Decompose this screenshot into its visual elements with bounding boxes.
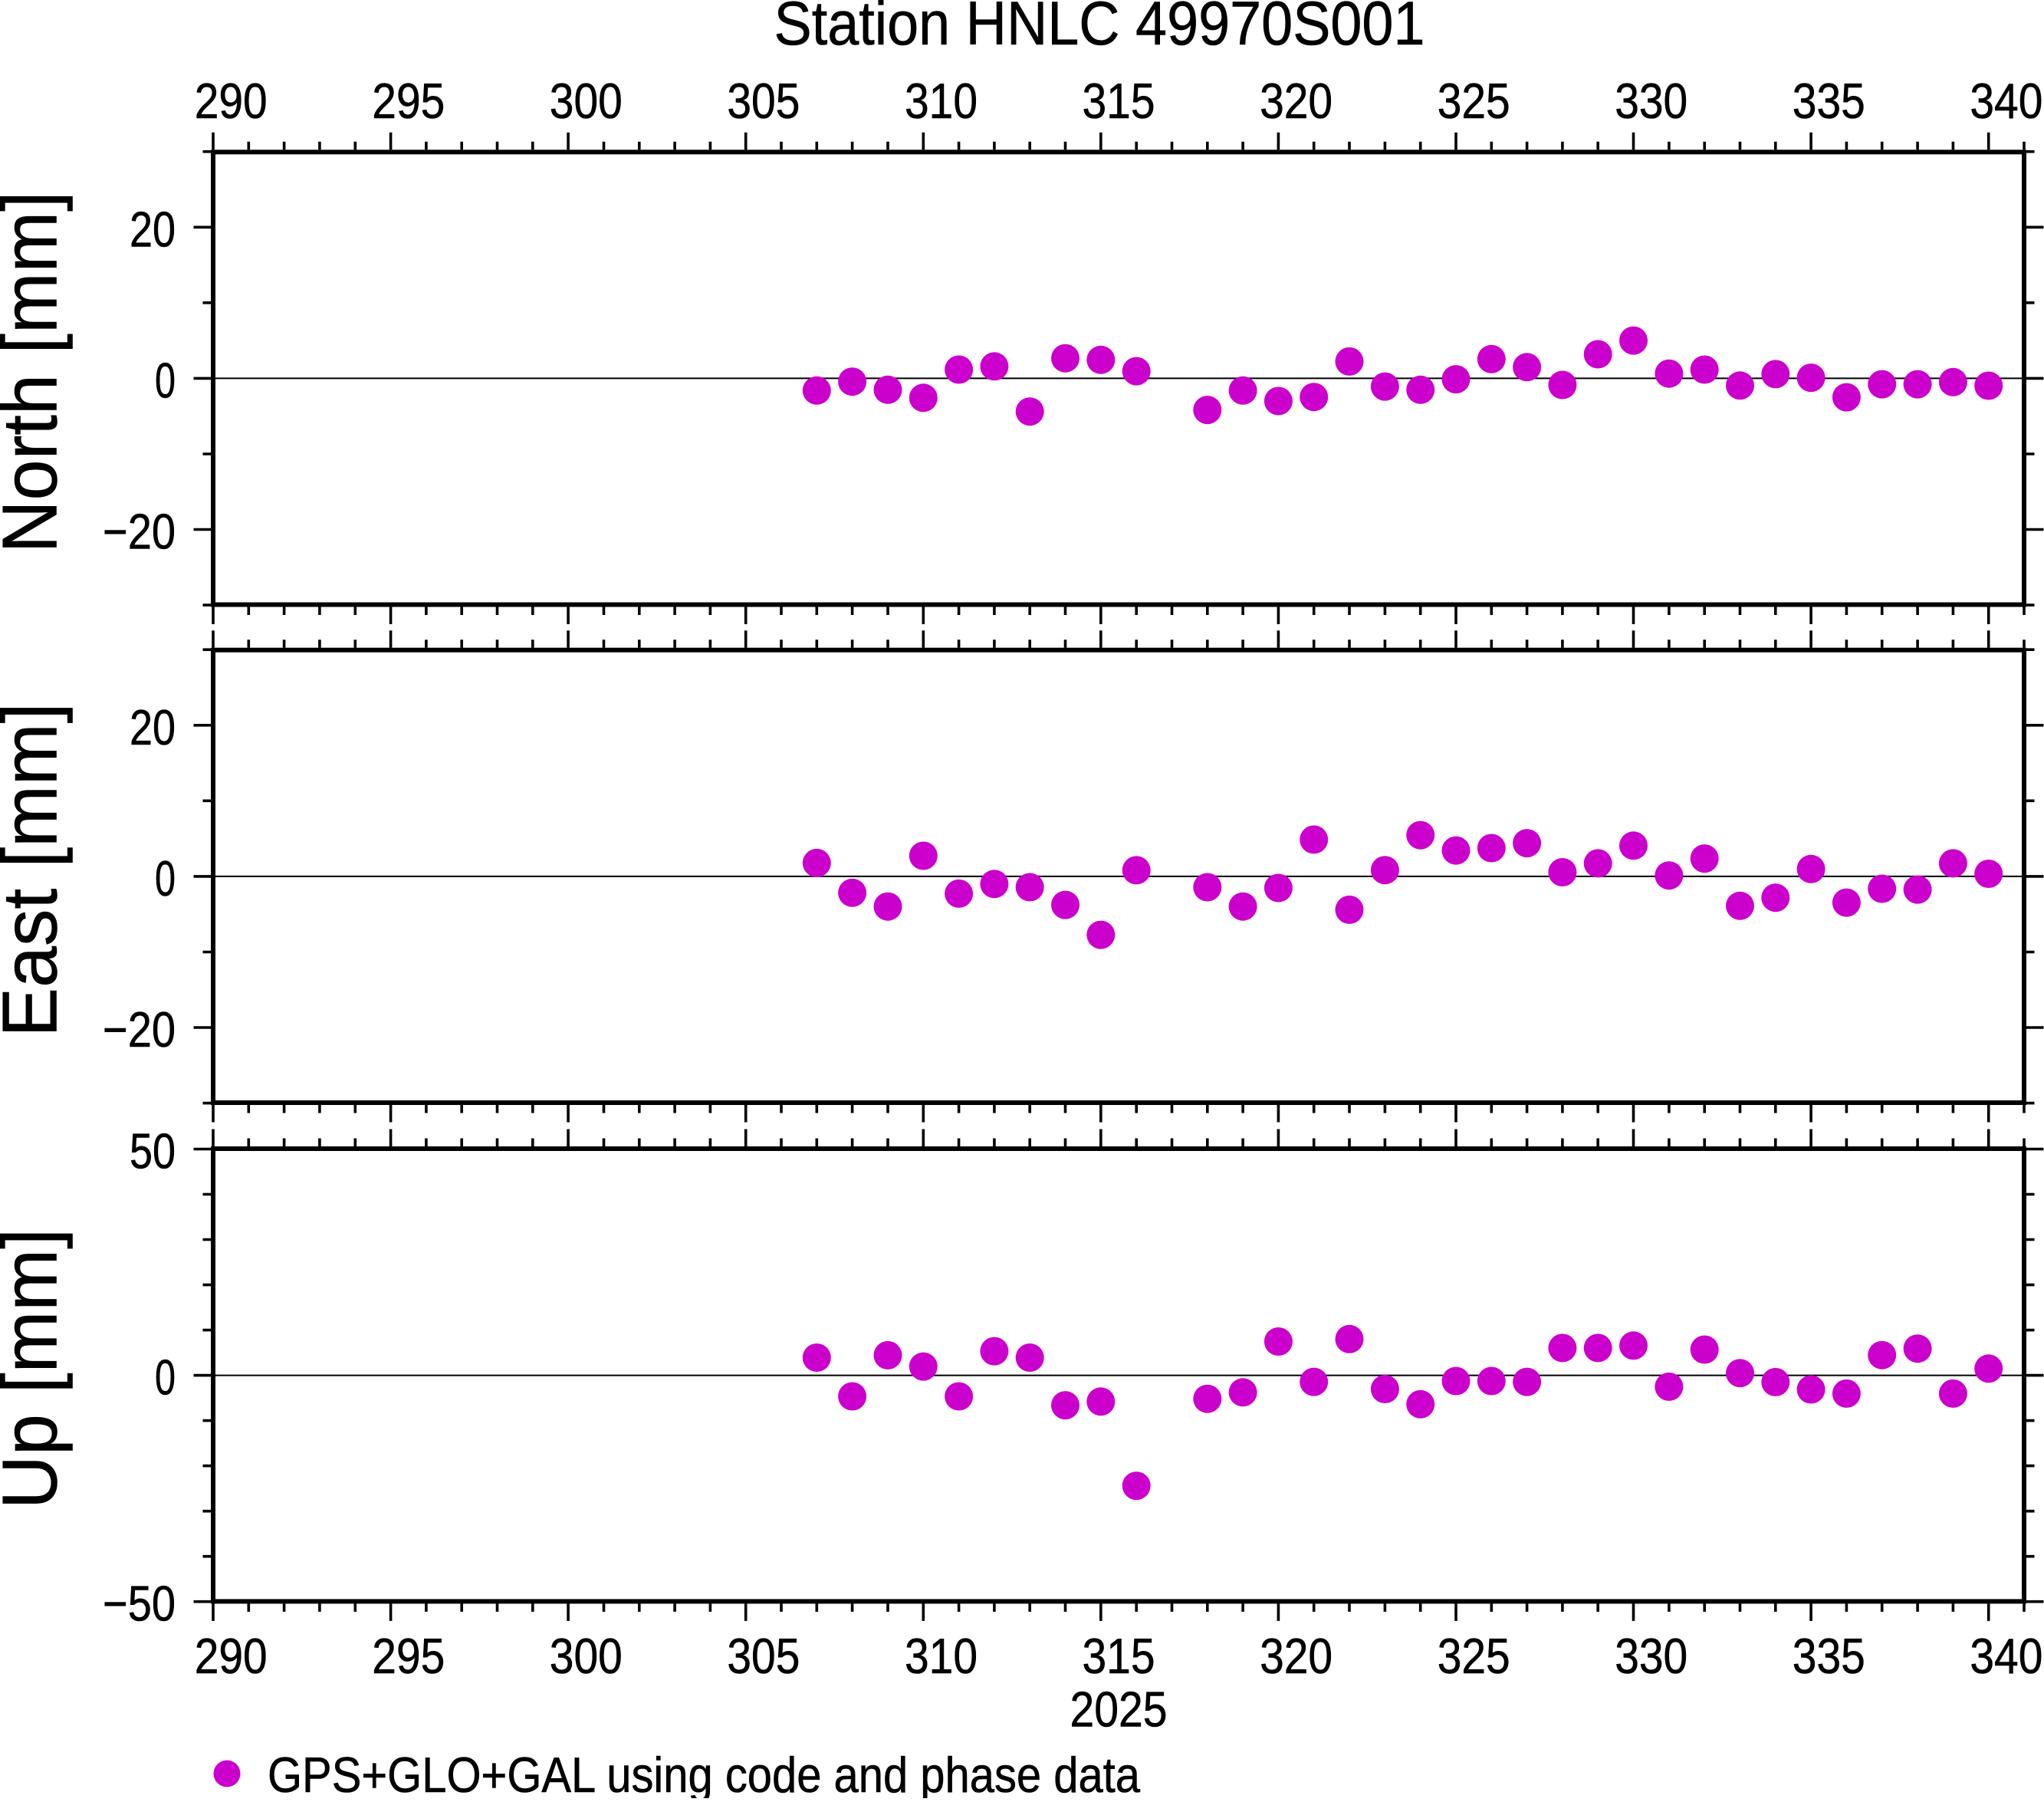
svg-text:0: 0 (155, 352, 176, 408)
svg-text:300: 300 (550, 73, 623, 129)
svg-text:−50: −50 (103, 1576, 176, 1632)
svg-text:2025: 2025 (1070, 1682, 1168, 1738)
svg-text:50: 50 (130, 1123, 176, 1179)
svg-text:320: 320 (1260, 73, 1333, 129)
svg-text:320: 320 (1260, 1628, 1333, 1684)
svg-text:GPS+GLO+GAL using code and pha: GPS+GLO+GAL using code and phase data (268, 1747, 1141, 1798)
svg-text:335: 335 (1793, 73, 1865, 129)
svg-text:315: 315 (1083, 73, 1155, 129)
svg-text:330: 330 (1615, 73, 1687, 129)
svg-text:305: 305 (727, 1628, 800, 1684)
svg-text:295: 295 (372, 1628, 445, 1684)
svg-text:295: 295 (372, 73, 445, 129)
svg-text:−20: −20 (103, 504, 176, 560)
svg-text:20: 20 (130, 699, 176, 755)
svg-text:340: 340 (1970, 73, 2042, 129)
svg-text:335: 335 (1793, 1628, 1865, 1684)
svg-text:340: 340 (1970, 1628, 2042, 1684)
svg-text:300: 300 (550, 1628, 623, 1684)
svg-text:East [mm]: East [mm] (0, 703, 73, 1037)
svg-text:315: 315 (1083, 1628, 1155, 1684)
svg-text:310: 310 (905, 1628, 978, 1684)
svg-text:330: 330 (1615, 1628, 1687, 1684)
svg-text:325: 325 (1438, 73, 1510, 129)
svg-text:290: 290 (195, 1628, 268, 1684)
svg-text:290: 290 (195, 73, 268, 129)
svg-text:North [mm]: North [mm] (0, 191, 73, 553)
svg-text:Up [mm]: Up [mm] (0, 1228, 73, 1509)
svg-text:305: 305 (727, 73, 800, 129)
svg-text:0: 0 (155, 850, 176, 906)
svg-text:−20: −20 (103, 1001, 176, 1057)
svg-text:310: 310 (905, 73, 978, 129)
svg-text:0: 0 (155, 1350, 176, 1406)
svg-text:20: 20 (130, 201, 176, 257)
svg-text:325: 325 (1438, 1628, 1510, 1684)
svg-text:Station HNLC 49970S001: Station HNLC 49970S001 (774, 0, 1425, 58)
